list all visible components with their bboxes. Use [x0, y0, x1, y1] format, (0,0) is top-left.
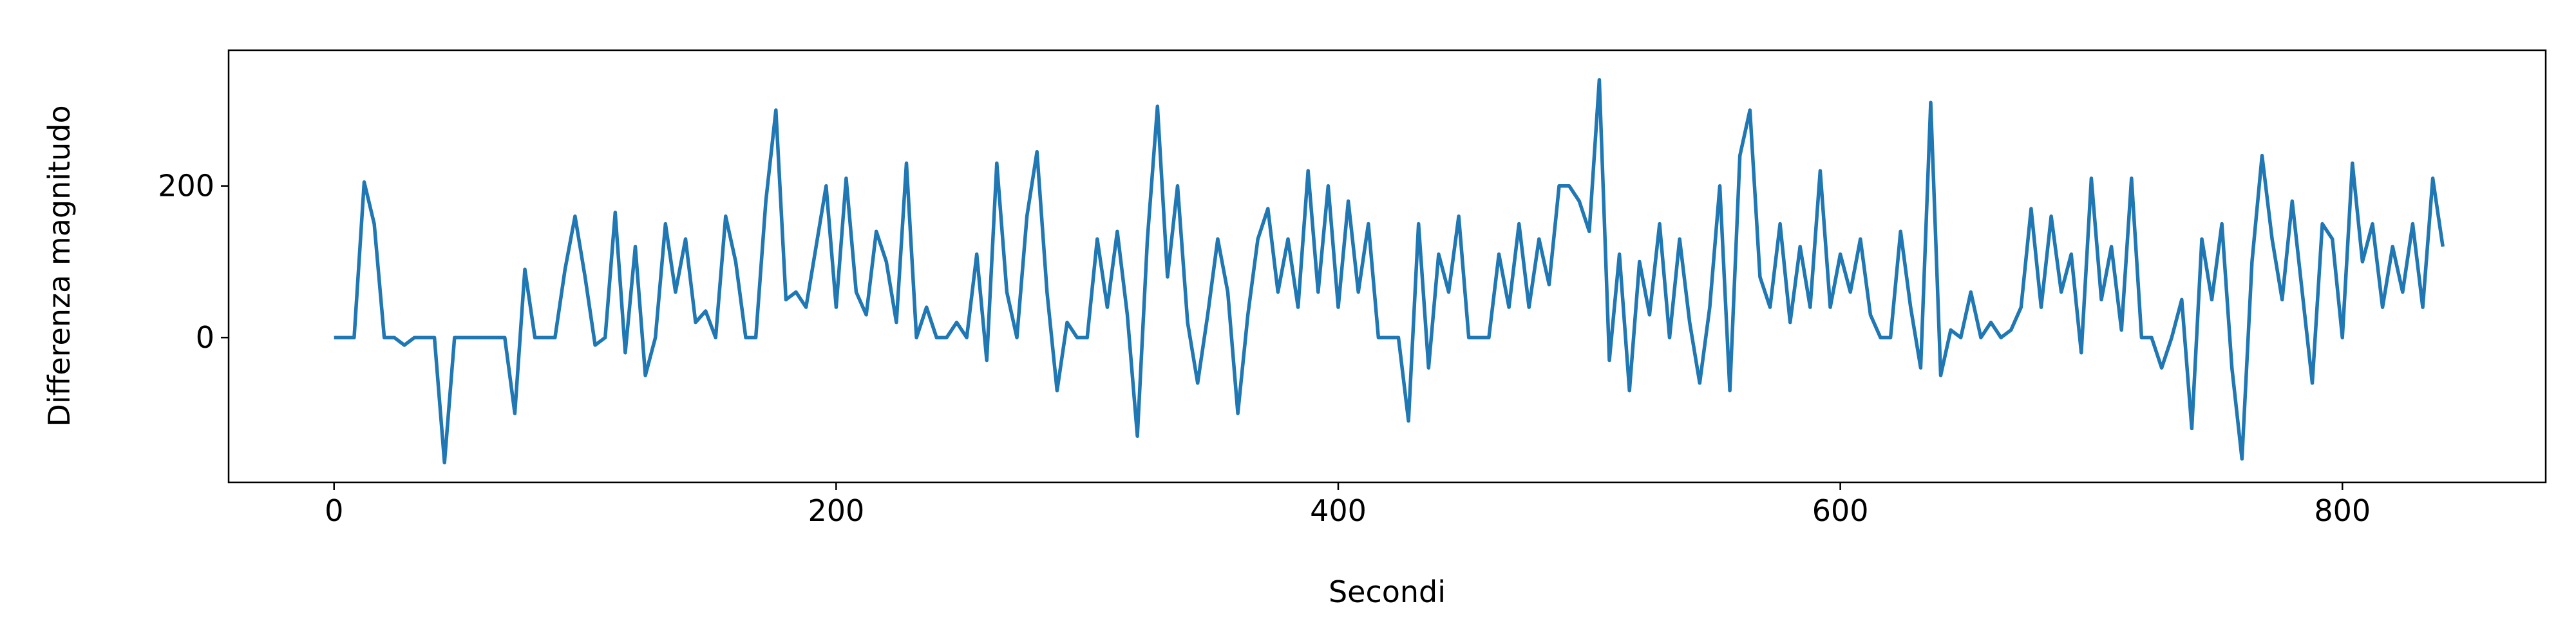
data-line: [334, 78, 2445, 465]
x-tick-label: 600: [1812, 493, 1869, 528]
plot-frame: [227, 49, 2547, 484]
x-tick-label: 400: [1310, 493, 1367, 528]
x-tick-label: 800: [2314, 493, 2371, 528]
y-axis-label: Differenza magnitudo: [42, 105, 77, 426]
y-tick-label: 200: [158, 169, 214, 204]
x-tick-label: 0: [325, 493, 343, 528]
x-tick-label: 200: [808, 493, 864, 528]
x-axis-label: Secondi: [1329, 574, 1446, 609]
y-tick-label: 0: [196, 320, 214, 355]
